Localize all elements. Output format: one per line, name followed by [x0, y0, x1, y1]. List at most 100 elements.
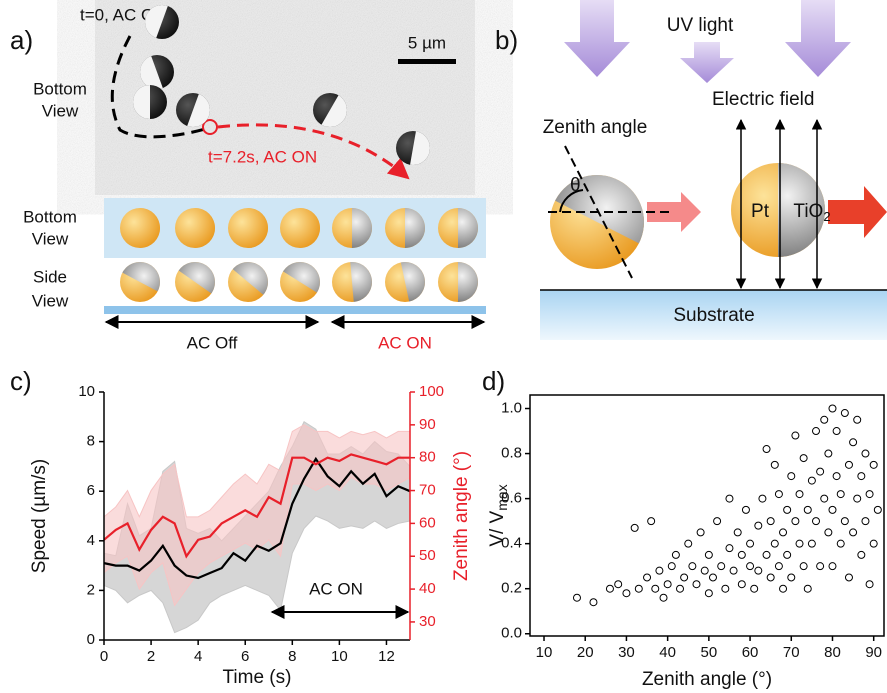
- line: [103, 453, 410, 559]
- angle-label: θ: [570, 175, 581, 196]
- panel-b: b) UV light Electric field Zenith angle …: [495, 0, 887, 340]
- point: [869, 539, 878, 548]
- x-tick-label: 20: [577, 644, 594, 661]
- point: [779, 584, 788, 593]
- y-tick-label: 0.2: [501, 580, 522, 597]
- point: [807, 539, 816, 548]
- annotation: AC ON: [309, 579, 363, 598]
- point: [700, 566, 709, 575]
- point: [704, 589, 713, 598]
- point: [733, 528, 742, 537]
- y2-axis-label: Zenith angle (°): [451, 451, 472, 581]
- point: [676, 584, 685, 593]
- uv-arrow: [680, 42, 734, 83]
- point: [741, 505, 750, 514]
- point: [655, 566, 664, 575]
- x-tick-label: 12: [378, 648, 395, 665]
- point: [869, 460, 878, 469]
- x-tick-label: 30: [618, 644, 635, 661]
- point: [614, 580, 623, 589]
- view-label: Bottom: [33, 79, 87, 98]
- point: [651, 584, 660, 593]
- y2-tick-label: 30: [419, 613, 436, 630]
- point: [713, 517, 722, 526]
- motion-arrow: [828, 186, 887, 238]
- row-label: Bottom: [23, 207, 77, 226]
- point: [762, 445, 771, 454]
- substrate: [540, 290, 887, 340]
- panel-label: c): [10, 366, 32, 396]
- point: [754, 566, 763, 575]
- point: [725, 494, 734, 503]
- y-tick-label: 4: [87, 532, 95, 549]
- point: [840, 409, 849, 418]
- sphere-cap: [458, 262, 478, 302]
- material-label: TiO: [793, 201, 823, 222]
- trajectory: [110, 35, 206, 139]
- point: [746, 539, 755, 548]
- y-tick-label: 8: [87, 433, 95, 450]
- marker: [202, 119, 218, 135]
- point: [812, 427, 821, 436]
- x-tick-label: 2: [147, 648, 155, 665]
- sphere-cap: [140, 208, 160, 248]
- point: [816, 467, 825, 476]
- annotation: Zenith angle: [543, 117, 648, 138]
- point: [816, 562, 825, 571]
- point: [692, 580, 701, 589]
- point: [737, 550, 746, 559]
- uv-arrow: [564, 0, 630, 77]
- point: [853, 494, 862, 503]
- material-label: Pt: [751, 201, 770, 222]
- x-tick-label: 10: [536, 644, 553, 661]
- point: [766, 517, 775, 526]
- point: [774, 562, 783, 571]
- point: [812, 517, 821, 526]
- point: [836, 490, 845, 499]
- point: [824, 449, 833, 458]
- y-tick-label: 0.0: [501, 625, 522, 642]
- point: [774, 490, 783, 499]
- point: [696, 528, 705, 537]
- point: [849, 438, 858, 447]
- panel-label: b): [495, 25, 518, 55]
- point: [783, 505, 792, 514]
- x-axis-label: Zenith angle (°): [642, 669, 772, 690]
- sphere-cap: [405, 208, 425, 248]
- scale-bar: [398, 59, 456, 64]
- y-tick-label: 0.8: [501, 445, 522, 462]
- point: [605, 584, 614, 593]
- row-label: View: [32, 291, 69, 310]
- point: [853, 415, 862, 424]
- point: [671, 550, 680, 559]
- y-tick-label: 10: [78, 383, 95, 400]
- point: [643, 573, 652, 582]
- point: [791, 431, 800, 440]
- point: [762, 550, 771, 559]
- y2-tick-label: 90: [419, 416, 436, 433]
- point: [667, 562, 676, 571]
- point: [787, 472, 796, 481]
- x-tick-label: 6: [241, 648, 249, 665]
- y2-tick-label: 50: [419, 547, 436, 564]
- sphere-cap: [300, 208, 320, 248]
- substrate: [104, 306, 486, 314]
- point: [791, 517, 800, 526]
- sphere-cap: [348, 262, 372, 302]
- motion-arrow: [647, 192, 701, 232]
- y-tick-label: 0.6: [501, 490, 522, 507]
- x-tick-label: 4: [194, 648, 202, 665]
- point: [844, 460, 853, 469]
- x-tick-label: 60: [742, 644, 759, 661]
- y2-tick-label: 100: [419, 383, 444, 400]
- x-tick-label: 0: [100, 648, 108, 665]
- sphere-cap: [133, 85, 150, 119]
- point: [787, 573, 796, 582]
- sphere-cap: [195, 208, 215, 248]
- sphere-cap: [458, 208, 478, 248]
- point: [572, 593, 581, 602]
- point: [828, 562, 837, 571]
- point: [750, 584, 759, 593]
- point: [770, 539, 779, 548]
- annotation: AC Off: [187, 333, 238, 352]
